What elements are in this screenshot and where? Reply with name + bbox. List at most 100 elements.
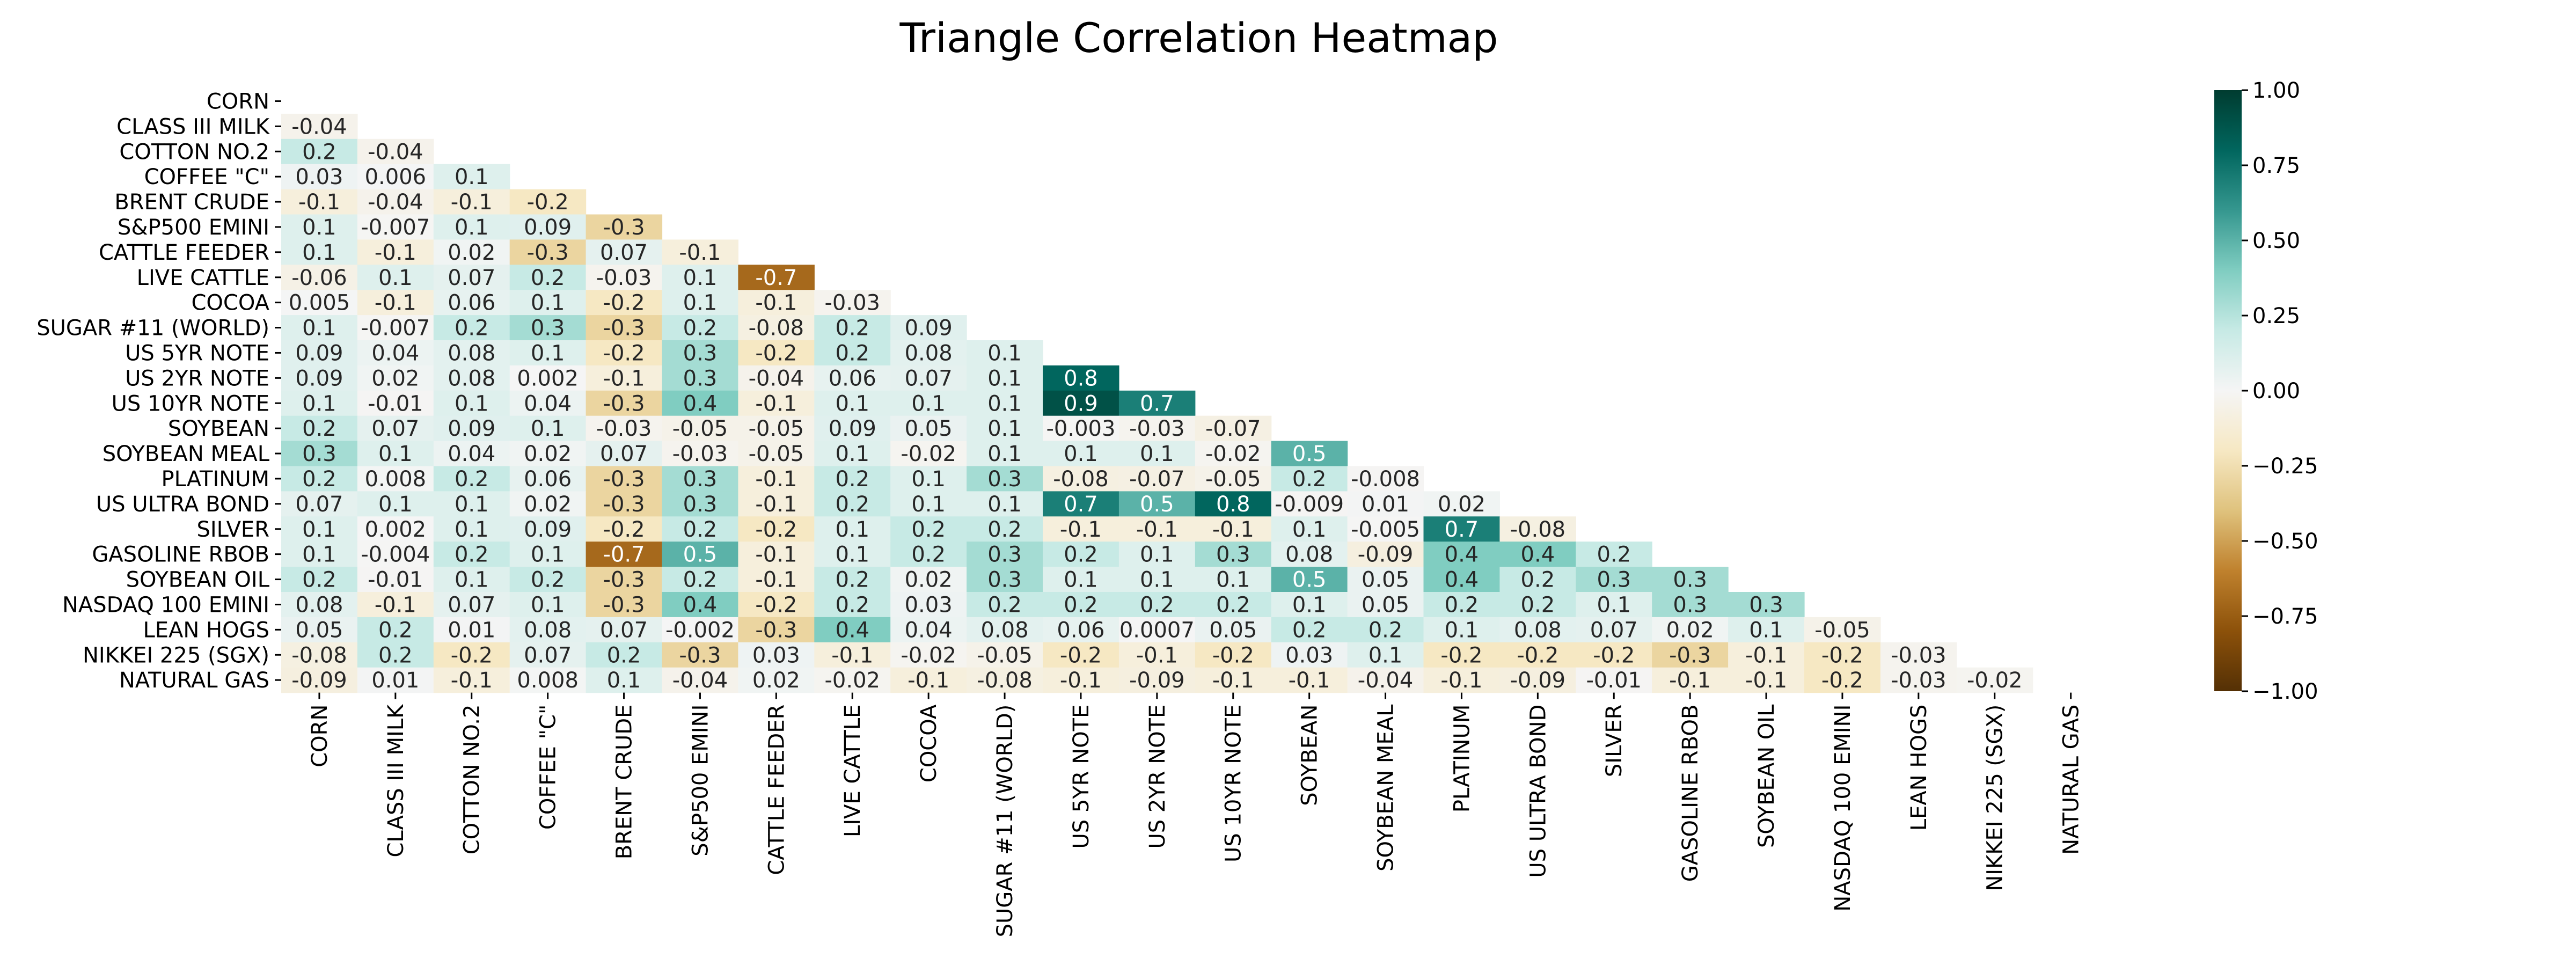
cell-annotation: -0.2 [1060, 643, 1102, 668]
cell-annotation: 0.03 [905, 592, 953, 617]
x-tick-label: SOYBEAN MEAL [1374, 704, 1399, 872]
heatmap-cell [1423, 667, 1500, 693]
heatmap-cell [814, 516, 891, 542]
cell-annotation: -0.004 [361, 543, 430, 567]
cell-annotation: -0.05 [1814, 618, 1870, 642]
heatmap-cell [586, 290, 663, 316]
heatmap-cell [738, 667, 815, 693]
cell-annotation: 0.04 [371, 341, 419, 365]
cell-annotation: -0.1 [375, 240, 416, 265]
cell-annotation: -0.2 [1821, 668, 1863, 693]
heatmap-cell [509, 214, 587, 240]
heatmap-cell [1728, 642, 1805, 668]
x-tick-label: COFFEE "C" [536, 705, 561, 830]
cell-annotation: -0.3 [603, 492, 645, 517]
cell-annotation: 0.2 [835, 467, 869, 492]
cell-annotation: -0.01 [1586, 668, 1642, 693]
cell-annotation: 0.1 [607, 668, 641, 693]
x-tick-label: S&P500 EMINI [688, 705, 713, 857]
heatmap-cell [738, 390, 815, 416]
heatmap-cell [890, 340, 967, 366]
cell-annotation: 0.7 [1064, 492, 1098, 517]
heatmap-cell [433, 164, 510, 190]
heatmap-cell [662, 516, 738, 542]
cell-annotation: -0.1 [1745, 643, 1787, 668]
colorbar-tick-label: 1.00 [2252, 78, 2300, 103]
cell-annotation: 0.2 [1521, 568, 1555, 592]
cell-annotation: -0.02 [901, 442, 956, 466]
colorbar-tick-label: 0.25 [2252, 304, 2300, 328]
heatmap-cell [890, 667, 967, 693]
heatmap-cell [281, 265, 358, 290]
heatmap-cells [281, 113, 2033, 693]
cell-annotation: 0.002 [365, 517, 427, 542]
cell-annotation: 0.4 [835, 618, 869, 642]
cell-annotation: -0.01 [368, 568, 423, 592]
heatmap-cell [586, 365, 663, 391]
cell-annotation: 0.4 [683, 391, 718, 416]
heatmap-cell [1652, 592, 1729, 618]
colorbar-gradient [2214, 90, 2242, 691]
cell-annotation: 0.2 [302, 467, 336, 492]
cell-annotation: 0.08 [448, 341, 495, 365]
heatmap-cell [1880, 667, 1957, 693]
cell-annotation: 0.8 [1216, 492, 1250, 517]
heatmap-cell [1652, 667, 1729, 693]
heatmap-cell [1271, 642, 1348, 668]
cell-annotation: 0.2 [607, 643, 641, 668]
colorbar-tick-label: −0.25 [2252, 454, 2318, 479]
heatmap-cell [1043, 466, 1119, 492]
cell-annotation: -0.03 [672, 442, 728, 466]
cell-annotation: -0.04 [749, 366, 804, 391]
heatmap-cell [1499, 516, 1576, 542]
x-tick-label: SOYBEAN OIL [1754, 704, 1779, 848]
heatmap-cell [738, 516, 815, 542]
cell-annotation: -0.01 [368, 391, 423, 416]
heatmap-cell [433, 265, 510, 290]
heatmap-cell [967, 390, 1043, 416]
cell-annotation: -0.1 [1060, 668, 1102, 693]
cell-annotation: 0.3 [987, 568, 1022, 592]
heatmap-cell [1118, 466, 1196, 492]
cell-annotation: -0.04 [291, 114, 347, 139]
heatmap-cell [1652, 617, 1729, 643]
heatmap-cell [814, 390, 891, 416]
heatmap-cell [281, 340, 358, 366]
cell-annotation: -0.2 [755, 341, 797, 365]
heatmap-cell [1423, 516, 1500, 542]
heatmap-cell [662, 441, 738, 467]
cell-annotation: 0.07 [600, 618, 648, 642]
cell-annotation: 0.1 [683, 266, 718, 290]
heatmap-cell [357, 214, 434, 240]
heatmap-cell [281, 189, 358, 215]
heatmap-cell [357, 390, 434, 416]
x-tick-label: NATURAL GAS [2059, 705, 2084, 855]
cell-annotation: 0.06 [829, 366, 876, 391]
cell-annotation: 0.1 [531, 416, 565, 441]
y-tick-label: SOYBEAN [168, 416, 269, 441]
cell-annotation: 0.02 [371, 366, 419, 391]
heatmap-cell [814, 592, 891, 618]
heatmap-cell [509, 189, 587, 215]
heatmap-cell [814, 617, 891, 643]
heatmap-cell [433, 567, 510, 592]
cell-annotation: -0.007 [361, 215, 430, 240]
y-tick-label: US 10YR NOTE [112, 391, 269, 416]
cell-annotation: 0.7 [1140, 391, 1174, 416]
heatmap-cell [1347, 667, 1424, 693]
heatmap-cell [509, 290, 587, 316]
heatmap-cell [586, 415, 663, 442]
cell-annotation: -0.1 [1289, 668, 1330, 693]
x-tick-label: US 5YR NOTE [1069, 705, 1094, 849]
cell-annotation: 0.3 [1597, 568, 1631, 592]
heatmap-cell [281, 415, 358, 442]
cell-annotation: 0.08 [295, 592, 343, 617]
heatmap-cell [890, 441, 967, 467]
heatmap-cell [281, 441, 358, 467]
cell-annotation: 0.2 [302, 140, 336, 164]
heatmap-cell [1271, 667, 1348, 693]
cell-annotation: 0.2 [1216, 592, 1250, 617]
cell-annotation: 0.1 [835, 543, 869, 567]
heatmap-cell [1347, 642, 1424, 668]
heatmap-cell [814, 567, 891, 592]
